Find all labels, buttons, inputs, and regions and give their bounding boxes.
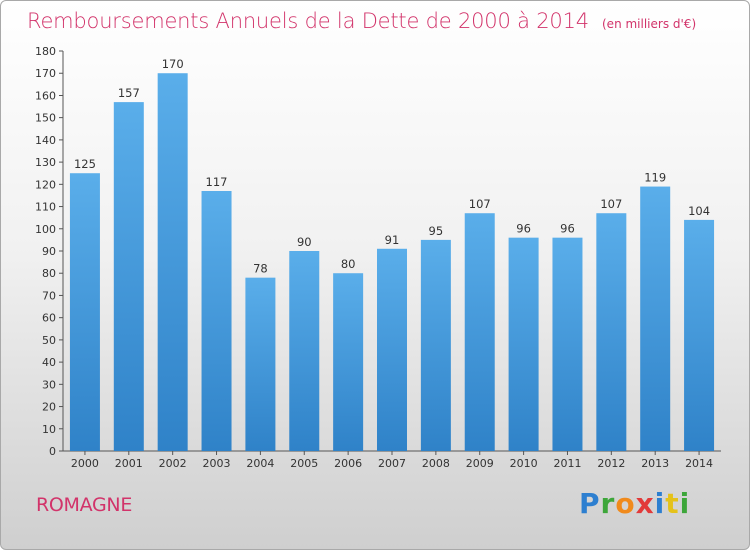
- bar-2004: [245, 277, 276, 451]
- bar-2014: [684, 219, 715, 451]
- bar-2001: [113, 102, 144, 451]
- y-tick-label: 0: [49, 445, 56, 458]
- value-label: 80: [341, 257, 356, 271]
- x-tick-label: 2004: [246, 457, 274, 470]
- commune-name: ROMAGNE: [36, 494, 133, 516]
- y-tick-label: 180: [35, 45, 56, 58]
- logo-letter: x: [635, 487, 655, 520]
- y-tick-label: 120: [35, 178, 56, 191]
- value-label: 117: [206, 175, 228, 189]
- y-tick-label: 20: [42, 401, 56, 414]
- value-label: 96: [516, 222, 531, 236]
- x-tick-label: 2011: [553, 457, 581, 470]
- bar-2000: [69, 173, 100, 451]
- x-tick-label: 2008: [422, 457, 450, 470]
- y-tick-label: 160: [35, 89, 56, 102]
- value-labels: 125 157 170 117 78 90 80 91 95 107 96 96 107 119 104: [74, 57, 710, 275]
- proxiti-logo[interactable]: Proxiti: [579, 487, 690, 520]
- y-tick-label: 130: [35, 156, 56, 169]
- y-tick-label: 70: [42, 289, 56, 302]
- x-tick-label: 2000: [71, 457, 99, 470]
- value-label: 91: [385, 233, 400, 247]
- bar-2006: [333, 273, 364, 451]
- y-axis: 0 10 20 30 40 50 60 70 80 90 100 110 120 130 140 150 160…: [35, 45, 64, 458]
- value-label: 107: [600, 197, 622, 211]
- bar-2011: [552, 237, 583, 451]
- value-label: 157: [118, 86, 140, 100]
- y-tick-label: 10: [42, 423, 56, 436]
- bar-2013: [640, 186, 671, 452]
- logo-letter: P: [579, 487, 601, 520]
- x-tick-label: 2006: [334, 457, 362, 470]
- x-tick-label: 2007: [378, 457, 406, 470]
- logo-letter: t: [665, 487, 680, 520]
- y-tick-label: 50: [42, 334, 56, 347]
- value-label: 170: [162, 57, 184, 71]
- y-tick-label: 170: [35, 67, 56, 80]
- y-tick-label: 60: [42, 312, 56, 325]
- bar-2007: [377, 248, 407, 451]
- bar-2003: [201, 191, 232, 451]
- chart-title: Remboursements Annuels de la Dette de 20…: [27, 9, 589, 33]
- y-tick-label: 150: [35, 112, 56, 125]
- value-label: 104: [688, 204, 710, 218]
- bar-2008: [420, 239, 451, 451]
- value-label: 95: [429, 224, 444, 238]
- value-label: 96: [560, 222, 575, 236]
- y-tick-label: 40: [42, 356, 56, 369]
- value-label: 125: [74, 157, 96, 171]
- x-tick-label: 2014: [685, 457, 713, 470]
- value-label: 90: [297, 235, 312, 249]
- y-tick-label: 90: [42, 245, 56, 258]
- value-label: 107: [469, 197, 491, 211]
- title-line: Remboursements Annuels de la Dette de 20…: [27, 9, 696, 33]
- y-tick-label: 80: [42, 267, 56, 280]
- bar-2009: [464, 213, 495, 451]
- x-axis: 2000 2001 2002 2003 2004 2005 2006 2007 2008 2009…: [63, 450, 721, 470]
- logo-letter: o: [615, 487, 636, 520]
- y-tick-label: 100: [35, 223, 56, 236]
- value-label: 78: [253, 262, 268, 276]
- x-tick-label: 2002: [159, 457, 187, 470]
- bar-2005: [289, 251, 320, 451]
- value-label: 119: [644, 171, 666, 185]
- x-tick-label: 2013: [641, 457, 669, 470]
- x-tick-label: 2009: [466, 457, 494, 470]
- x-tick-label: 2005: [290, 457, 318, 470]
- x-tick-label: 2001: [115, 457, 143, 470]
- logo-letter: i: [654, 487, 666, 520]
- bars: [69, 73, 715, 452]
- bar-2002: [157, 73, 188, 451]
- x-tick-label: 2010: [510, 457, 538, 470]
- x-tick-label: 2003: [203, 457, 231, 470]
- y-tick-label: 140: [35, 134, 56, 147]
- logo-letter: r: [600, 487, 616, 520]
- chart-unit: (en milliers d'€): [602, 17, 697, 31]
- bar-2012: [596, 213, 627, 451]
- y-tick-label: 30: [42, 378, 56, 391]
- logo-letter: i: [679, 487, 691, 520]
- bar-2010: [508, 237, 539, 451]
- x-tick-label: 2012: [597, 457, 625, 470]
- y-tick-label: 110: [35, 201, 56, 214]
